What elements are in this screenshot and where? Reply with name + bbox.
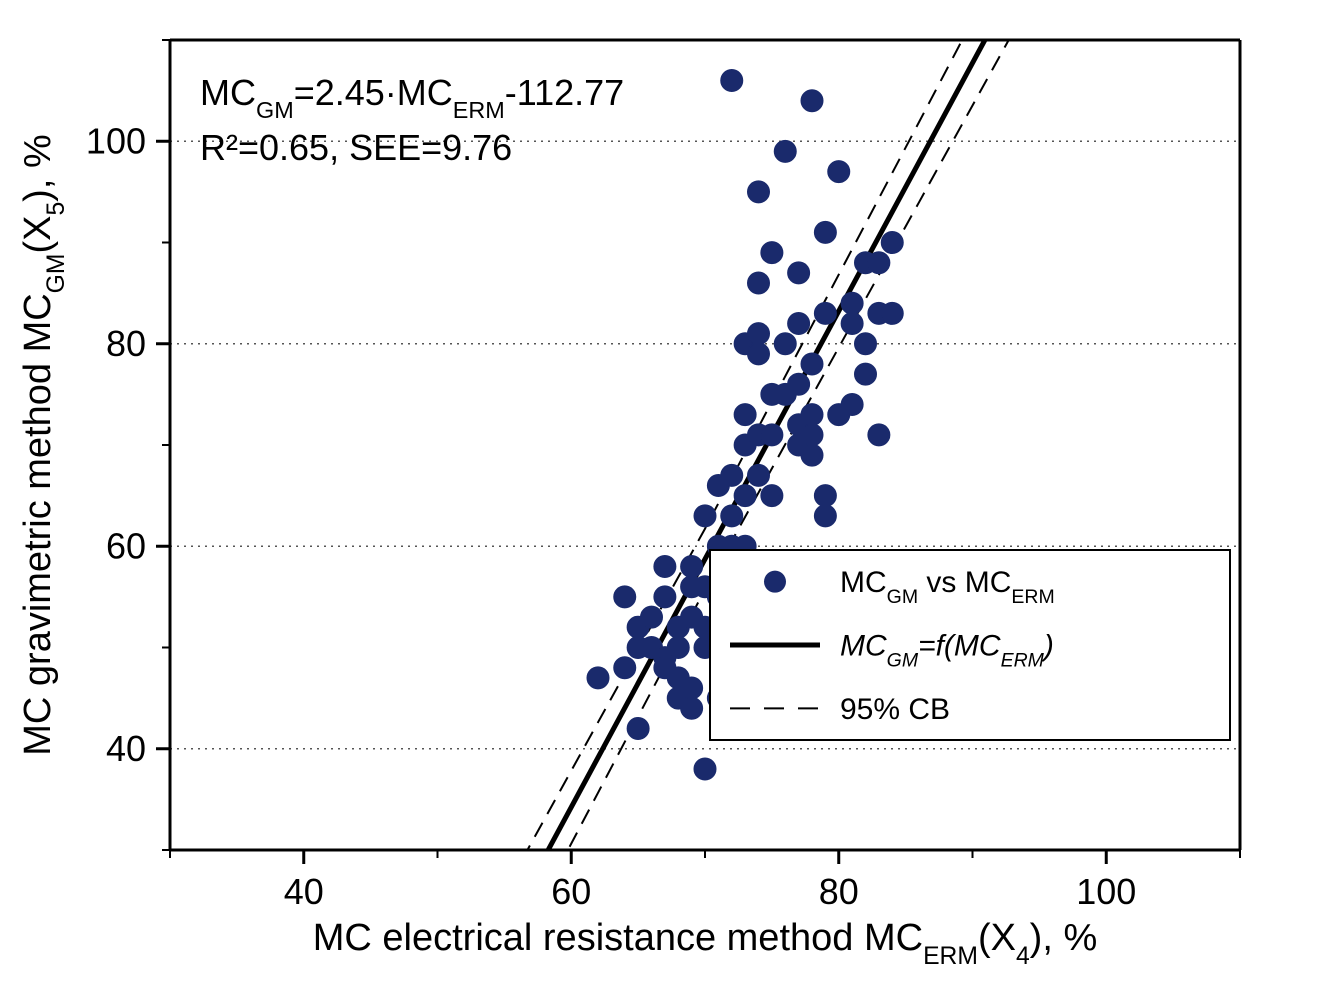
svg-text:40: 40: [106, 728, 146, 769]
chart-svg: 406080100406080100MC electrical resistan…: [0, 0, 1336, 1004]
svg-text:40: 40: [284, 871, 324, 912]
svg-text:100: 100: [86, 120, 146, 161]
legend-item-label: 95% CB: [840, 693, 950, 726]
scatter-chart: 406080100406080100MC electrical resistan…: [0, 0, 1336, 1004]
svg-text:60: 60: [106, 525, 146, 566]
svg-text:80: 80: [106, 323, 146, 364]
stats-annotation: R²=0.65, SEE=9.76: [200, 127, 512, 168]
svg-text:80: 80: [819, 871, 859, 912]
svg-text:60: 60: [551, 871, 591, 912]
svg-text:100: 100: [1076, 871, 1136, 912]
